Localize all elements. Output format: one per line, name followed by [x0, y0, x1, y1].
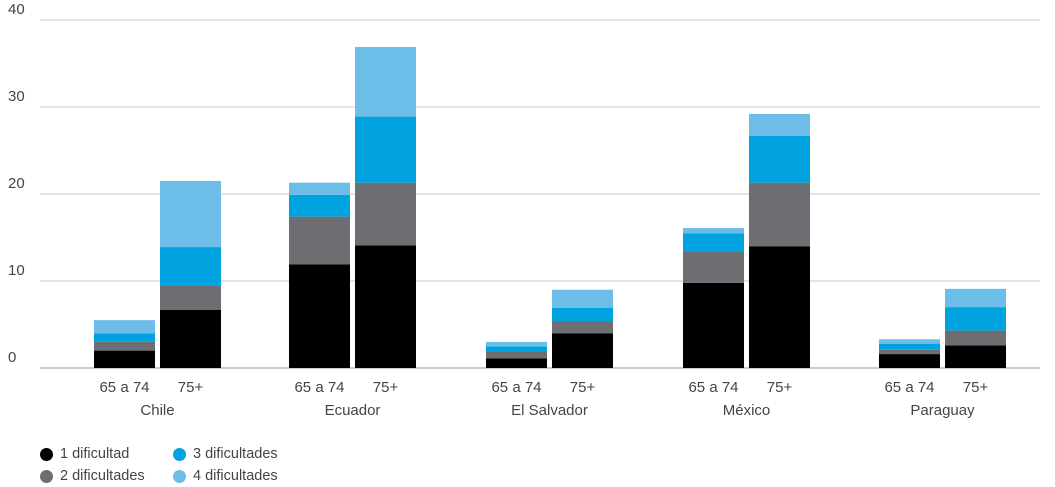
bar-chile-75-3-dificultades: [160, 247, 221, 286]
bar-paraguay-75-4-dificultades: [945, 288, 1006, 308]
legend-swatch-3-dificultades: [173, 447, 186, 461]
bar-ecuador-75-3-dificultades: [355, 116, 416, 183]
y-tick-label-40: 40: [8, 1, 25, 18]
bar-paraguay-65-a-74-4-dificultades: [879, 339, 940, 344]
x-group-label-paraguay: Paraguay: [910, 402, 975, 419]
bar-mexico-65-a-74-1-dificultad: [683, 282, 744, 368]
legend-swatch-4-dificultades: [173, 469, 186, 483]
bar-ecuador-75-2-dificultades: [355, 182, 416, 246]
x-sublabel-el-salvador-65-a-74: 65 a 74: [491, 379, 541, 396]
bar-paraguay-75-1-dificultad: [945, 345, 1006, 368]
bar-chile-75-4-dificultades: [160, 180, 221, 248]
x-sublabel-paraguay-75: 75+: [963, 379, 989, 396]
legend-item-1-dificultad: 1 dificultad: [40, 446, 129, 462]
bar-el-salvador-65-a-74-4-dificultades: [486, 341, 547, 347]
bar-paraguay-75-2-dificultades: [945, 330, 1006, 346]
bar-chile-65-a-74-4-dificultades: [94, 320, 155, 334]
bar-mexico-75-4-dificultades: [749, 113, 810, 136]
bar-mexico-65-a-74-3-dificultades: [683, 233, 744, 252]
bar-paraguay-65-a-74-2-dificultades: [879, 349, 940, 355]
legend-item-4-dificultades: 4 dificultades: [173, 468, 278, 484]
bar-ecuador-65-a-74-1-dificultad: [289, 264, 350, 368]
bar-ecuador-75-4-dificultades: [355, 46, 416, 117]
bar-ecuador-75-1-dificultad: [355, 245, 416, 368]
legend-label-3-dificultades: 3 dificultades: [193, 446, 278, 462]
x-group-label-ecuador: Ecuador: [325, 402, 381, 419]
y-tick-label-10: 10: [8, 262, 25, 279]
x-sublabel-el-salvador-75: 75+: [570, 379, 596, 396]
legend-label-4-dificultades: 4 dificultades: [193, 468, 278, 484]
legend-label-2-dificultades: 2 dificultades: [60, 468, 145, 484]
x-group-label-chile: Chile: [140, 402, 174, 419]
bar-el-salvador-65-a-74-1-dificultad: [486, 358, 547, 368]
bar-chile-75-1-dificultad: [160, 309, 221, 368]
x-sublabel-ecuador-75: 75+: [373, 379, 399, 396]
y-tick-label-0: 0: [8, 349, 16, 366]
legend-swatch-1-dificultad: [40, 447, 53, 461]
y-tick-label-20: 20: [8, 175, 25, 192]
bar-mexico-65-a-74-4-dificultades: [683, 227, 744, 234]
x-group-label-el-salvador: El Salvador: [511, 402, 588, 419]
bar-ecuador-65-a-74-3-dificultades: [289, 194, 350, 217]
x-group-label-mexico: México: [723, 402, 771, 419]
bar-el-salvador-75-3-dificultades: [552, 307, 613, 322]
x-sublabel-chile-75: 75+: [178, 379, 204, 396]
bar-mexico-75-2-dificultades: [749, 182, 810, 247]
legend-swatch-2-dificultades: [40, 469, 53, 483]
y-tick-label-30: 30: [8, 88, 25, 105]
bar-paraguay-65-a-74-1-dificultad: [879, 354, 940, 368]
bar-paraguay-75-3-dificultades: [945, 307, 1006, 331]
bar-chile-75-2-dificultades: [160, 285, 221, 310]
bar-el-salvador-75-4-dificultades: [552, 289, 613, 308]
bar-ecuador-65-a-74-2-dificultades: [289, 216, 350, 265]
x-sublabel-chile-65-a-74: 65 a 74: [99, 379, 149, 396]
bar-el-salvador-75-1-dificultad: [552, 333, 613, 368]
legend-label-1-dificultad: 1 dificultad: [60, 446, 130, 462]
bar-mexico-75-1-dificultad: [749, 246, 810, 368]
bar-ecuador-65-a-74-4-dificultades: [289, 182, 350, 195]
bar-el-salvador-65-a-74-2-dificultades: [486, 351, 547, 359]
bar-chile-65-a-74-2-dificultades: [94, 341, 155, 351]
legend-item-2-dificultades: 2 dificultades: [40, 468, 145, 484]
x-sublabel-ecuador-65-a-74: 65 a 74: [294, 379, 344, 396]
bar-mexico-65-a-74-2-dificultades: [683, 251, 744, 283]
x-sublabel-paraguay-65-a-74: 65 a 74: [884, 379, 934, 396]
x-sublabel-mexico-65-a-74: 65 a 74: [688, 379, 738, 396]
bar-paraguay-65-a-74-3-dificultades: [879, 343, 940, 350]
legend-item-3-dificultades: 3 dificultades: [173, 446, 278, 462]
bar-chile-65-a-74-3-dificultades: [94, 333, 155, 342]
bar-el-salvador-75-2-dificultades: [552, 321, 613, 334]
bar-chile-65-a-74-1-dificultad: [94, 350, 155, 368]
x-sublabel-mexico-75: 75+: [767, 379, 793, 396]
bar-el-salvador-65-a-74-3-dificultades: [486, 346, 547, 352]
bar-mexico-75-3-dificultades: [749, 135, 810, 183]
